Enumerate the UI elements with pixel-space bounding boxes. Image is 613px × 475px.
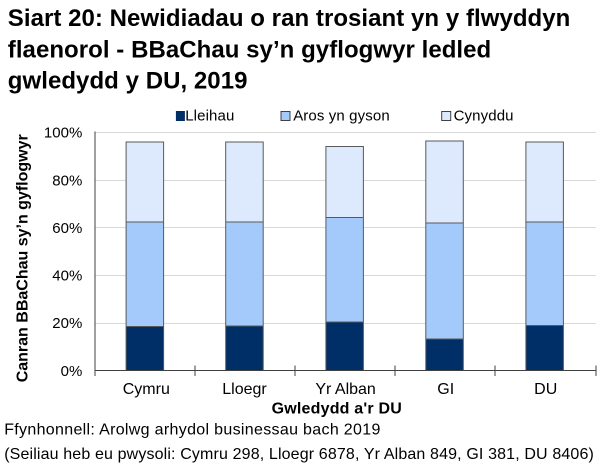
svg-text:Ffynhonnell: Arolwg arhydol bu: Ffynhonnell: Arolwg arhydol businessau b… xyxy=(4,422,381,439)
svg-text:100%: 100% xyxy=(44,125,82,142)
svg-text:Yr Alban: Yr Alban xyxy=(315,381,375,398)
svg-text:Gwledydd a'r DU: Gwledydd a'r DU xyxy=(272,400,402,417)
svg-text:80%: 80% xyxy=(52,172,82,189)
svg-text:DU: DU xyxy=(534,381,557,398)
svg-text:Canran BBaChau sy’n gyflogwyr: Canran BBaChau sy’n gyflogwyr xyxy=(15,134,32,382)
svg-text:40%: 40% xyxy=(52,268,82,285)
svg-text:0%: 0% xyxy=(61,363,83,380)
svg-text:gwledydd y DU, 2019: gwledydd y DU, 2019 xyxy=(8,67,248,94)
svg-text:(Seiliau heb eu pwysoli: Cymru: (Seiliau heb eu pwysoli: Cymru 298, Lloe… xyxy=(4,446,594,463)
svg-text:Cymru: Cymru xyxy=(123,381,170,398)
svg-text:20%: 20% xyxy=(52,315,82,332)
svg-text:GI: GI xyxy=(437,381,454,398)
svg-text:Aros yn gyson: Aros yn gyson xyxy=(293,108,390,125)
svg-text:flaenorol - BBaChau sy’n gyflo: flaenorol - BBaChau sy’n gyflogwyr ledle… xyxy=(8,36,491,63)
svg-text:Cynyddu: Cynyddu xyxy=(454,108,514,125)
svg-text:Siart 20: Newidiadau o ran tro: Siart 20: Newidiadau o ran trosiant yn y… xyxy=(8,5,571,32)
svg-text:Lleihau: Lleihau xyxy=(185,108,234,125)
svg-text:Lloegr: Lloegr xyxy=(222,381,267,398)
svg-text:60%: 60% xyxy=(52,220,82,237)
